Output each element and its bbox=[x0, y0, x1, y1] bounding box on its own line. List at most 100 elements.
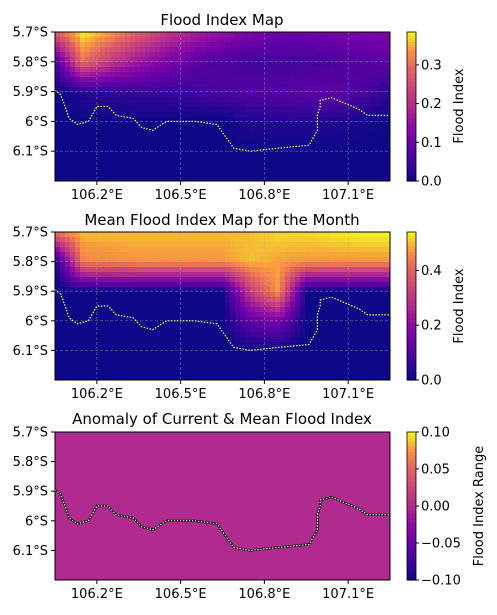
heatmap-cell bbox=[150, 32, 156, 38]
heatmap-cell bbox=[120, 102, 126, 108]
heatmap-cell bbox=[380, 277, 386, 283]
heatmap-cell bbox=[225, 367, 231, 373]
heatmap-cell bbox=[185, 347, 191, 353]
heatmap-cell bbox=[250, 232, 256, 238]
heatmap-cell bbox=[95, 152, 101, 158]
heatmap-cell bbox=[105, 322, 111, 328]
heatmap-cell bbox=[60, 82, 66, 88]
heatmap-cell bbox=[195, 72, 201, 78]
heatmap-cell bbox=[135, 37, 141, 43]
colorbar-segment bbox=[407, 166, 416, 170]
heatmap-cell bbox=[235, 57, 241, 63]
heatmap-cell bbox=[195, 242, 201, 248]
heatmap-cell bbox=[85, 117, 91, 123]
heatmap-cell bbox=[135, 87, 141, 93]
heatmap-cell bbox=[365, 322, 371, 328]
heatmap-cell bbox=[375, 57, 381, 63]
heatmap-cell bbox=[160, 247, 166, 253]
heatmap-cell bbox=[170, 252, 176, 258]
heatmap-cell bbox=[195, 102, 201, 108]
heatmap-cell bbox=[250, 57, 256, 63]
heatmap-cell bbox=[255, 132, 261, 138]
heatmap-cell bbox=[250, 37, 256, 43]
heatmap-cell bbox=[350, 357, 356, 363]
heatmap-cell bbox=[185, 297, 191, 303]
heatmap-cell bbox=[125, 252, 131, 258]
heatmap-cell bbox=[310, 287, 316, 293]
heatmap-cell bbox=[375, 132, 381, 138]
heatmap-cell bbox=[265, 367, 271, 373]
heatmap-cell bbox=[145, 337, 151, 343]
heatmap-cell bbox=[70, 297, 76, 303]
heatmap-cell bbox=[160, 157, 166, 163]
heatmap-cell bbox=[80, 92, 86, 98]
heatmap-cell bbox=[260, 327, 266, 333]
heatmap-cell bbox=[145, 377, 151, 380]
heatmap-cell bbox=[55, 172, 61, 178]
heatmap-cell bbox=[145, 117, 151, 123]
heatmap-cell bbox=[165, 162, 171, 168]
heatmap-cell bbox=[275, 287, 281, 293]
heatmap-cell bbox=[225, 312, 231, 318]
heatmap-cell bbox=[175, 102, 181, 108]
heatmap-cell bbox=[105, 302, 111, 308]
heatmap-cell bbox=[80, 52, 86, 58]
heatmap-cell bbox=[345, 107, 351, 113]
heatmap-cell bbox=[300, 352, 306, 358]
heatmap-cell bbox=[215, 162, 221, 168]
heatmap-cell bbox=[285, 337, 291, 343]
heatmap-cell bbox=[250, 257, 256, 263]
heatmap-cell bbox=[355, 312, 361, 318]
heatmap-cell bbox=[355, 367, 361, 373]
heatmap-cell bbox=[335, 152, 341, 158]
heatmap-cell bbox=[300, 147, 306, 153]
heatmap-cell bbox=[250, 367, 256, 373]
heatmap-cell bbox=[340, 42, 346, 48]
heatmap-cell bbox=[90, 257, 96, 263]
heatmap-cell bbox=[260, 292, 266, 298]
heatmap-cell bbox=[165, 317, 171, 323]
heatmap-cell bbox=[155, 167, 161, 173]
heatmap-cell bbox=[340, 307, 346, 313]
heatmap-cell bbox=[305, 147, 311, 153]
heatmap-cell bbox=[150, 357, 156, 363]
heatmap-cell bbox=[375, 242, 381, 248]
heatmap-cell bbox=[250, 287, 256, 293]
heatmap-cell bbox=[215, 302, 221, 308]
heatmap-cell bbox=[330, 137, 336, 143]
heatmap-cell bbox=[340, 162, 346, 168]
heatmap-cell bbox=[355, 42, 361, 48]
heatmap-cell bbox=[140, 137, 146, 143]
heatmap-cell bbox=[335, 132, 341, 138]
heatmap-cell bbox=[110, 367, 116, 373]
heatmap-cell bbox=[290, 332, 296, 338]
heatmap-cell bbox=[125, 87, 131, 93]
heatmap-cell bbox=[330, 47, 336, 53]
y-tick-label: 6°S bbox=[25, 115, 48, 130]
heatmap-cell bbox=[85, 67, 91, 73]
heatmap-cell bbox=[115, 367, 121, 373]
colorbar-segment bbox=[407, 86, 416, 90]
heatmap-cell bbox=[115, 57, 121, 63]
heatmap-cell bbox=[330, 242, 336, 248]
heatmap-cell bbox=[295, 327, 301, 333]
heatmap-cell bbox=[95, 367, 101, 373]
heatmap-cell bbox=[320, 87, 326, 93]
heatmap-cell bbox=[305, 287, 311, 293]
heatmap-cell bbox=[95, 237, 101, 243]
heatmap-cell bbox=[265, 252, 271, 258]
heatmap-cell bbox=[220, 337, 226, 343]
heatmap-cell bbox=[260, 57, 266, 63]
heatmap-cell bbox=[250, 342, 256, 348]
heatmap-cell bbox=[165, 267, 171, 273]
heatmap-cell bbox=[55, 362, 61, 368]
heatmap-cell bbox=[280, 132, 286, 138]
heatmap-cell bbox=[225, 232, 231, 238]
heatmap-cell bbox=[385, 337, 390, 343]
heatmap-cell bbox=[385, 327, 390, 333]
heatmap-cell bbox=[230, 257, 236, 263]
heatmap-cell bbox=[135, 162, 141, 168]
heatmap-cell bbox=[365, 232, 371, 238]
heatmap-cell bbox=[115, 312, 121, 318]
heatmap-cell bbox=[350, 232, 356, 238]
